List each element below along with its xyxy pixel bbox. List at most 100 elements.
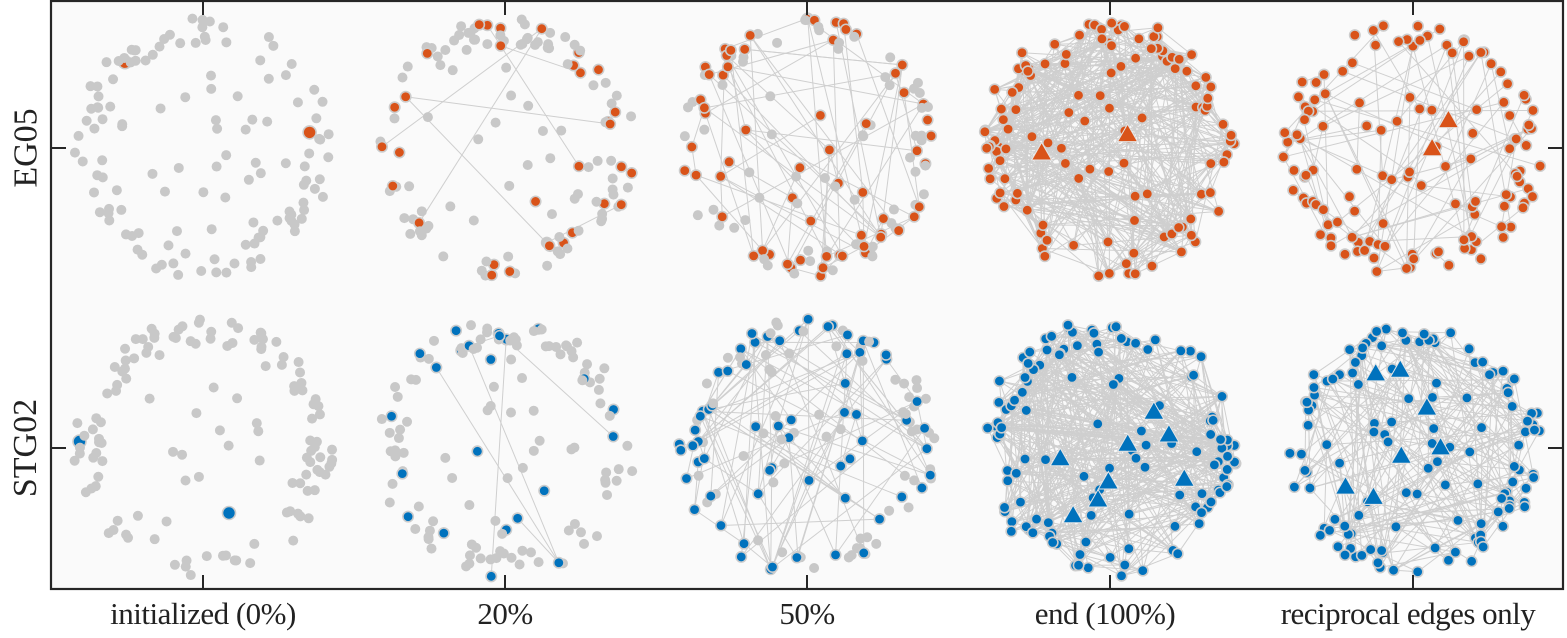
active-node xyxy=(841,328,854,341)
active-node xyxy=(538,484,551,497)
active-node xyxy=(1317,203,1330,216)
active-node xyxy=(1204,428,1217,441)
inactive-node xyxy=(320,469,331,480)
inactive-node xyxy=(218,22,229,33)
hub-triangle xyxy=(1087,488,1109,508)
active-node xyxy=(988,83,1001,96)
edge xyxy=(740,358,887,558)
edge xyxy=(1065,54,1091,170)
edge xyxy=(1017,192,1183,228)
edge xyxy=(1385,328,1520,471)
inactive-node xyxy=(577,375,588,386)
active-node xyxy=(485,570,498,583)
edge xyxy=(1097,423,1200,525)
active-node xyxy=(915,481,928,494)
edge xyxy=(1337,428,1435,547)
edge xyxy=(1044,63,1049,143)
active-node xyxy=(877,212,890,225)
active-node xyxy=(1129,52,1142,65)
inactive-node xyxy=(255,253,266,264)
edge xyxy=(700,415,903,498)
inactive-node xyxy=(130,334,141,345)
edge xyxy=(1128,137,1192,236)
inactive-node xyxy=(592,155,603,166)
inactive-node xyxy=(764,364,775,375)
network-panel-eg05-2 xyxy=(678,12,938,282)
inactive-node xyxy=(920,160,931,171)
network-panel-eg05-0 xyxy=(69,13,334,280)
inactive-node xyxy=(126,44,137,55)
inactive-node xyxy=(591,531,602,542)
active-node xyxy=(484,353,497,366)
active-node xyxy=(421,47,434,60)
inactive-node xyxy=(563,525,574,536)
active-node xyxy=(385,410,398,423)
active-node xyxy=(1477,540,1490,553)
edge xyxy=(1376,213,1476,272)
edge xyxy=(694,461,699,510)
inactive-node xyxy=(187,13,198,24)
active-node xyxy=(1010,467,1023,480)
active-node xyxy=(1495,492,1508,505)
edge xyxy=(770,448,928,570)
active-node xyxy=(678,164,691,177)
inactive-node xyxy=(93,91,104,102)
active-node xyxy=(1346,231,1359,244)
edge xyxy=(790,73,896,269)
edge xyxy=(1433,374,1490,429)
active-node xyxy=(1469,195,1482,208)
active-node xyxy=(1391,115,1404,128)
active-node xyxy=(689,424,702,437)
active-node xyxy=(1338,520,1351,533)
inactive-node xyxy=(759,254,770,265)
active-node xyxy=(1185,48,1198,61)
active-node xyxy=(413,347,426,360)
active-node xyxy=(485,269,498,282)
active-node xyxy=(802,313,815,326)
active-node xyxy=(1457,233,1470,246)
edge xyxy=(1334,518,1479,543)
inactive-node xyxy=(149,328,160,339)
edge xyxy=(1432,338,1468,399)
inactive-node xyxy=(627,466,638,477)
active-node xyxy=(1073,29,1086,42)
active-node xyxy=(1528,424,1541,437)
active-node xyxy=(908,210,921,223)
edge xyxy=(1113,384,1236,464)
inactive-node xyxy=(223,440,234,451)
active-node xyxy=(1195,487,1208,500)
active-node xyxy=(1023,346,1036,359)
active-node xyxy=(1048,38,1061,51)
active-node xyxy=(1503,109,1516,122)
active-node xyxy=(1511,170,1524,183)
active-node xyxy=(1349,356,1362,369)
edge xyxy=(807,18,828,257)
edge xyxy=(1010,405,1021,503)
edge xyxy=(1135,251,1182,275)
inactive-node xyxy=(422,112,433,123)
active-node xyxy=(1367,24,1380,37)
edge xyxy=(1405,339,1526,433)
inactive-node xyxy=(104,203,115,214)
active-node xyxy=(1190,445,1203,458)
inactive-node xyxy=(884,80,895,91)
active-node xyxy=(1083,163,1096,176)
active-node xyxy=(999,142,1012,155)
active-node xyxy=(840,347,853,360)
active-node xyxy=(1534,160,1547,173)
active-node xyxy=(723,155,736,168)
edge xyxy=(989,76,1206,147)
active-node xyxy=(511,512,524,525)
active-node xyxy=(1460,391,1473,404)
inactive-node xyxy=(96,438,107,449)
active-node xyxy=(1303,482,1316,495)
inactive-node xyxy=(784,348,795,359)
network-panel-stg02-4 xyxy=(1283,323,1546,578)
active-node xyxy=(984,172,997,185)
active-node xyxy=(1287,164,1300,177)
inactive-node xyxy=(89,187,100,198)
inactive-node xyxy=(305,435,316,446)
active-node xyxy=(494,39,507,52)
inactive-node xyxy=(217,550,228,561)
active-node xyxy=(924,469,937,482)
